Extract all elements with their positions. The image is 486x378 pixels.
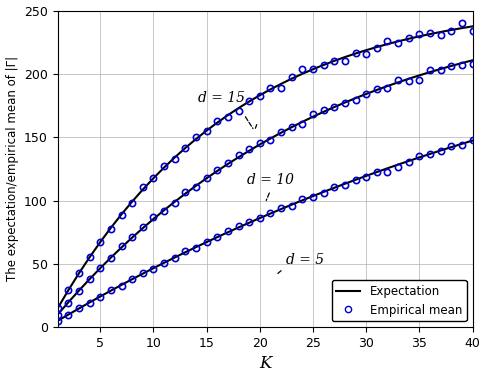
Y-axis label: The expectation/empirical mean of |Γ|: The expectation/empirical mean of |Γ|: [5, 56, 18, 282]
Legend: Expectation, Empirical mean: Expectation, Empirical mean: [332, 280, 467, 321]
X-axis label: K: K: [259, 355, 271, 372]
Text: d = 10: d = 10: [247, 173, 294, 187]
Text: d = 15: d = 15: [198, 91, 245, 105]
Text: d = 5: d = 5: [286, 253, 325, 267]
